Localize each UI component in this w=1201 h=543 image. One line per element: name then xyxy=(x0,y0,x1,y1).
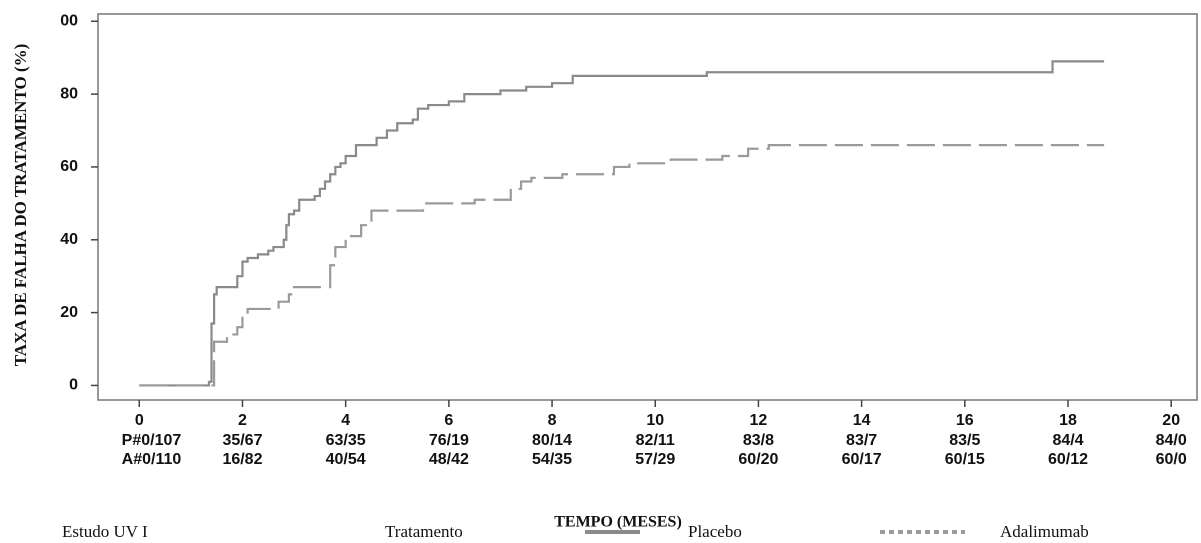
series-line xyxy=(139,60,1105,387)
y-tick-label: 40 xyxy=(60,231,78,248)
x-tick-label: 14 xyxy=(853,412,871,429)
y-tick-label: 80 xyxy=(60,85,78,102)
risk-count: 82/11 xyxy=(636,432,675,449)
risk-count: 83/5 xyxy=(949,432,980,449)
risk-count: 83/8 xyxy=(743,432,774,449)
x-axis-label: TEMPO (MESES) xyxy=(554,514,682,531)
risk-count: 63/35 xyxy=(326,432,366,449)
risk-count: 35/67 xyxy=(222,432,262,449)
x-tick-label: 2 xyxy=(238,412,247,429)
risk-count: P#0/107 xyxy=(122,432,182,449)
series-line xyxy=(139,143,1105,387)
risk-count: 48/42 xyxy=(429,451,469,468)
x-tick-label: 6 xyxy=(444,412,453,429)
risk-count: A#0/110 xyxy=(122,451,182,468)
legend-label: Placebo xyxy=(688,522,742,541)
x-tick-label: 12 xyxy=(750,412,768,429)
x-tick-label: 20 xyxy=(1162,412,1180,429)
y-tick-label: 00 xyxy=(60,13,78,30)
risk-count: 80/14 xyxy=(532,432,572,449)
y-tick-label: 20 xyxy=(60,304,78,321)
risk-count: 84/4 xyxy=(1052,432,1083,449)
plot-frame xyxy=(97,13,1198,401)
risk-count: 40/54 xyxy=(326,451,366,468)
risk-count: 60/17 xyxy=(842,451,882,468)
risk-count: 84/0 xyxy=(1156,432,1187,449)
legend-label: Adalimumab xyxy=(1000,522,1089,541)
risk-count: 54/35 xyxy=(532,451,572,468)
footnote: Estudo UV I xyxy=(62,522,148,541)
risk-count: 60/0 xyxy=(1156,451,1187,468)
risk-count: 60/20 xyxy=(738,451,778,468)
y-tick-label: 60 xyxy=(60,158,78,175)
x-tick-label: 10 xyxy=(646,412,664,429)
risk-count: 76/19 xyxy=(429,432,469,449)
risk-count: 60/15 xyxy=(945,451,985,468)
legend-title: Tratamento xyxy=(385,522,463,541)
x-tick-label: 16 xyxy=(956,412,974,429)
risk-count: 60/12 xyxy=(1048,451,1088,468)
x-tick-label: 4 xyxy=(341,412,350,429)
x-tick-label: 0 xyxy=(135,412,144,429)
x-tick-label: 8 xyxy=(548,412,557,429)
y-axis-label: TAXA DE FALHA DO TRATAMENTO (%) xyxy=(11,44,30,367)
y-tick-label: 0 xyxy=(69,377,78,394)
x-tick-label: 18 xyxy=(1059,412,1077,429)
risk-count: 57/29 xyxy=(635,451,675,468)
risk-count: 16/82 xyxy=(222,451,262,468)
risk-count: 83/7 xyxy=(846,432,877,449)
